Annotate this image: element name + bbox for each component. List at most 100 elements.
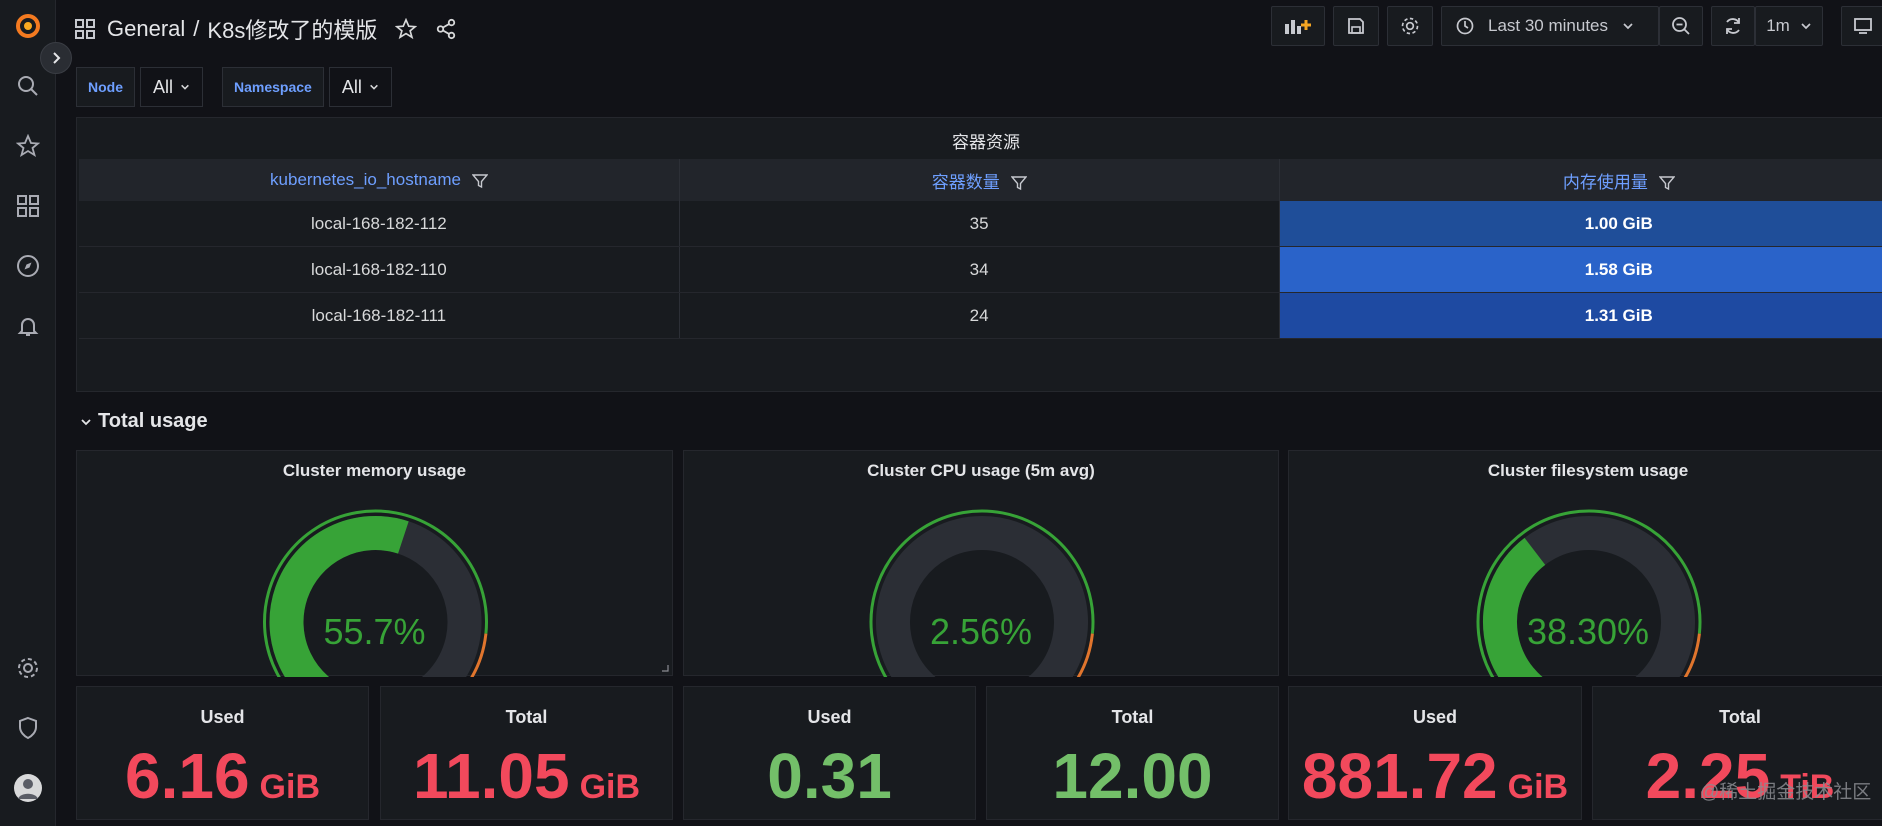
stat-panel-cpu-total: Total 12.00 <box>986 686 1279 820</box>
chevron-down-icon <box>1801 23 1811 30</box>
clock-icon <box>1456 17 1474 35</box>
chevron-down-icon <box>369 84 378 90</box>
gauge-threshold-green <box>263 509 488 677</box>
memory-usage-cell: 1.58 GiB <box>1279 246 1882 293</box>
chevron-right-icon <box>53 52 61 64</box>
tv-mode-button[interactable] <box>1841 6 1882 46</box>
column-header-hostname[interactable]: kubernetes_io_hostname <box>79 159 680 201</box>
gauge-track <box>876 516 1088 677</box>
column-header-label: 内存使用量 <box>1562 172 1648 192</box>
gauge-panel: Cluster filesystem usage 38.30% <box>1288 450 1882 677</box>
stat-panel-memory-total: Total 11.05 GiB <box>380 686 673 820</box>
zoom-out-button[interactable] <box>1659 6 1703 46</box>
stat-value: 0.31 <box>684 739 975 813</box>
explore-compass-icon[interactable] <box>8 246 48 286</box>
table-row: local-168-182-110 34 1.58 GiB <box>79 246 1882 293</box>
stat-value: 12.00 <box>987 739 1278 813</box>
stat-title: Total <box>1719 707 1761 727</box>
add-panel-icon <box>1285 20 1311 34</box>
stat-title: Used <box>1412 707 1457 727</box>
user-avatar-icon[interactable] <box>8 768 48 808</box>
filter-icon[interactable] <box>471 173 489 189</box>
gauge-chart <box>1476 509 1702 677</box>
time-range-label: Last 30 minutes <box>1488 16 1609 35</box>
search-icon[interactable] <box>8 66 48 106</box>
stat-number: 6.16 <box>124 740 250 812</box>
sidebar <box>0 0 56 826</box>
variable-namespace-select[interactable]: All <box>328 67 392 107</box>
shield-icon[interactable] <box>8 708 48 748</box>
stat-title: Total <box>505 707 548 727</box>
column-header-memory-usage[interactable]: 内存使用量 <box>1279 159 1882 201</box>
hostname-cell: local-168-182-110 <box>79 246 680 293</box>
hostname-cell: local-168-182-112 <box>79 201 680 247</box>
gauge-threshold-orange <box>1076 633 1094 677</box>
alerting-bell-icon[interactable] <box>8 306 48 346</box>
variable-node: Node All <box>76 67 204 107</box>
starred-icon[interactable] <box>8 126 48 166</box>
breadcrumb: General / K8s修改了的模版 <box>75 13 457 45</box>
gauge-threshold-orange <box>470 633 488 677</box>
stat-value: 6.16 GiB <box>77 739 368 813</box>
filter-icon[interactable] <box>1658 175 1676 191</box>
zoom-out-icon <box>1672 17 1690 35</box>
share-icon[interactable] <box>435 18 457 40</box>
refresh-interval-picker[interactable]: 1m <box>1755 6 1823 46</box>
stat-number: 11.05 <box>412 740 570 812</box>
dashboard-title[interactable]: K8s修改了的模版 <box>207 18 378 43</box>
chevron-down-icon <box>1623 23 1633 30</box>
time-range-picker[interactable]: Last 30 minutes <box>1441 6 1659 46</box>
stat-value: 2.25 TiB <box>1593 739 1882 813</box>
stat-unit: GiB <box>259 768 320 806</box>
container-count-cell: 35 <box>679 201 1280 247</box>
table-row: local-168-182-111 24 1.31 GiB <box>79 292 1882 339</box>
gauge-value-arc <box>1483 537 1546 677</box>
add-panel-button[interactable] <box>1271 6 1325 46</box>
monitor-icon <box>1854 18 1872 34</box>
gauge-title: Cluster filesystem usage <box>1487 461 1689 480</box>
gauge-threshold-green <box>869 509 1095 677</box>
settings-gear-icon[interactable] <box>8 648 48 688</box>
variable-namespace: Namespace All <box>222 67 392 107</box>
variable-namespace-value: All <box>341 76 362 97</box>
stat-panel-cpu-used: Used 0.31 <box>683 686 976 820</box>
stat-number: 881.72 <box>1301 740 1498 812</box>
column-header-container-count[interactable]: 容器数量 <box>679 159 1280 201</box>
dashboard-settings-button[interactable] <box>1387 6 1433 46</box>
container-count-cell: 24 <box>679 292 1280 339</box>
column-header-label: kubernetes_io_hostname <box>270 170 461 189</box>
stat-number: 0.31 <box>767 740 892 812</box>
variable-namespace-label: Namespace <box>222 67 324 107</box>
breadcrumb-separator: / <box>193 16 200 41</box>
table-row: local-168-182-112 35 1.00 GiB <box>79 201 1882 247</box>
stat-panel-memory-used: Used 6.16 GiB <box>76 686 369 820</box>
gauge-value-arc <box>269 516 409 677</box>
panel-title: 容器资源 <box>952 133 1020 152</box>
expand-sidebar-button[interactable] <box>40 42 72 74</box>
gauge-value: 2.56% <box>929 611 1033 652</box>
resize-handle-icon[interactable] <box>661 664 669 672</box>
gauge-chart <box>869 509 1095 677</box>
chevron-down-icon <box>181 84 189 90</box>
refresh-icon <box>1726 18 1740 34</box>
gauge-chart <box>263 509 488 677</box>
filter-icon[interactable] <box>1009 175 1028 191</box>
dashboards-grid-icon <box>75 19 95 39</box>
dashboards-icon[interactable] <box>8 186 48 226</box>
stat-value: 881.72 GiB <box>1289 739 1581 813</box>
grafana-logo-icon[interactable] <box>8 6 48 46</box>
stat-title: Total <box>1111 707 1154 727</box>
save-dashboard-button[interactable] <box>1333 6 1379 46</box>
hostname-cell: local-168-182-111 <box>79 292 680 339</box>
stat-panel-filesystem-total: Total 2.25 TiB <box>1592 686 1882 820</box>
container-resources-panel: 容器资源 kubernetes_io_hostname 容器数量 内存使用量 l… <box>76 117 1882 392</box>
gauge-threshold-orange <box>1683 633 1701 677</box>
save-icon <box>1348 18 1364 34</box>
refresh-button[interactable] <box>1711 6 1755 46</box>
stat-number: 12.00 <box>1052 740 1213 812</box>
star-icon[interactable] <box>395 18 418 40</box>
row-total-usage[interactable]: Total usage <box>80 410 208 433</box>
breadcrumb-folder[interactable]: General <box>107 16 186 41</box>
variable-node-select[interactable]: All <box>140 67 204 107</box>
stat-number: 2.25 <box>1645 740 1771 812</box>
